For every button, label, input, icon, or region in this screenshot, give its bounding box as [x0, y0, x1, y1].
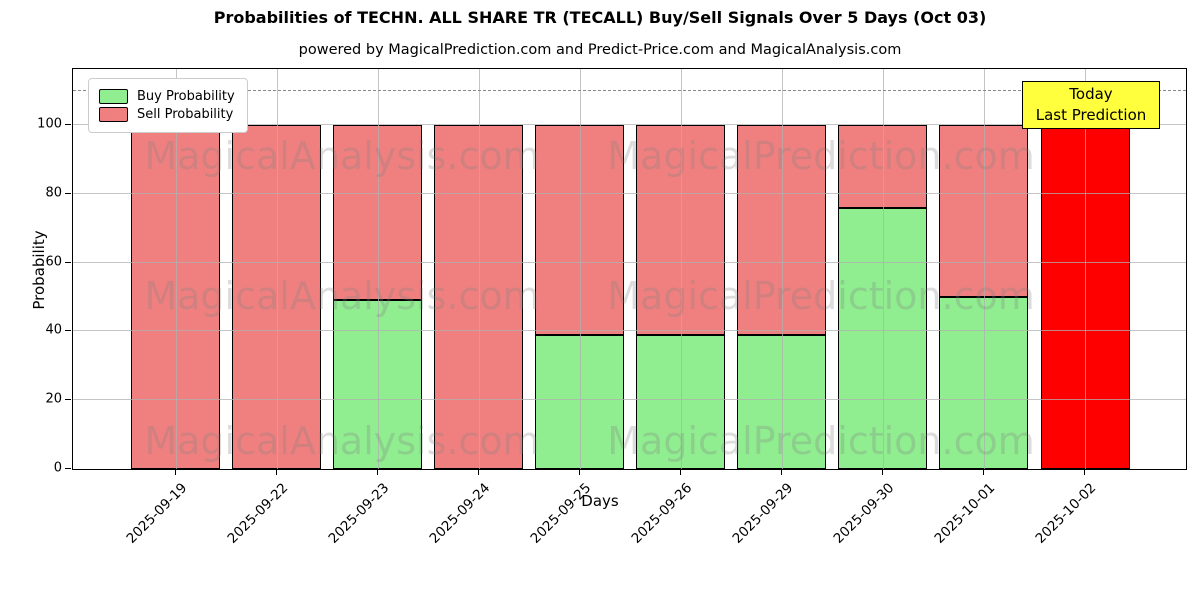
y-tick-label-80: 80: [45, 185, 62, 201]
today-annotation-box: Today Last Prediction: [1022, 81, 1160, 129]
x-tick-mark-2025-09-23: [376, 469, 378, 475]
legend-item-buy: Buy Probability: [99, 89, 235, 104]
today-annotation-line1: Today: [1069, 85, 1113, 103]
h-gridline-80: [73, 192, 1186, 194]
v-gridline-2025-09-19: [175, 69, 177, 469]
plot-area: MagicalAnalysis.com MagicalPrediction.com…: [30, 68, 1187, 470]
x-tick-mark-2025-09-24: [477, 469, 479, 475]
x-tick-label-2025-10-02: 2025-10-02: [1032, 480, 1100, 547]
x-tick-label-2025-09-29: 2025-09-29: [729, 480, 797, 547]
v-gridline-2025-09-23: [377, 69, 379, 469]
x-tick-mark-2025-09-22: [275, 469, 277, 475]
chart-title: Probabilities of TECHN. ALL SHARE TR (TE…: [213, 8, 987, 27]
x-tick-mark-2025-10-02: [1084, 469, 1086, 475]
x-tick-label-2025-09-26: 2025-09-26: [628, 480, 696, 547]
x-tick-mark-2025-09-19: [174, 469, 176, 475]
x-tick-mark-2025-09-26: [679, 469, 681, 475]
x-tick-mark-2025-09-25: [578, 469, 580, 475]
x-tick-mark-2025-09-30: [881, 469, 883, 475]
threshold-dashed-line: [73, 89, 1186, 91]
buy-swatch-icon: [99, 89, 128, 104]
y-axis-label: Probability: [30, 230, 48, 310]
x-tick-mark-2025-09-29: [780, 469, 782, 475]
x-tick-mark-2025-10-01: [982, 469, 984, 475]
v-gridline-2025-09-22: [276, 69, 278, 469]
sell-swatch-icon: [99, 107, 128, 122]
legend-label-buy: Buy Probability: [137, 89, 235, 104]
x-tick-label-2025-09-24: 2025-09-24: [426, 480, 493, 547]
v-gridline-2025-10-02: [1085, 69, 1087, 469]
legend: Buy Probability Sell Probability: [88, 78, 248, 133]
y-tick-label-60: 60: [45, 254, 62, 270]
x-tick-label-2025-09-19: 2025-09-19: [123, 480, 190, 547]
x-tick-label-2025-09-22: 2025-09-22: [224, 480, 291, 547]
chart-subtitle: powered by MagicalPrediction.com and Pre…: [298, 42, 902, 58]
x-tick-label-2025-09-30: 2025-09-30: [830, 480, 898, 547]
legend-item-sell: Sell Probability: [99, 107, 235, 122]
legend-label-sell: Sell Probability: [137, 107, 234, 122]
x-tick-label-2025-10-01: 2025-10-01: [931, 480, 999, 547]
h-gridline-20: [73, 399, 1186, 401]
today-annotation-line2: Last Prediction: [1035, 106, 1147, 124]
v-gridline-2025-09-25: [579, 69, 581, 469]
x-tick-label-2025-09-25: 2025-09-25: [527, 480, 595, 547]
v-gridline-2025-09-26: [680, 69, 682, 469]
x-axis-label: Days: [581, 492, 619, 510]
y-tick-label-20: 20: [45, 391, 62, 407]
y-tick-label-40: 40: [45, 322, 62, 338]
v-gridline-2025-09-24: [478, 69, 480, 469]
y-tick-mark-80: [65, 192, 71, 194]
h-gridline-100: [73, 124, 1186, 126]
y-tick-mark-0: [65, 468, 71, 469]
h-gridline-40: [73, 330, 1186, 332]
y-tick-mark-40: [65, 330, 71, 332]
y-tick-label-100: 100: [37, 116, 62, 132]
y-tick-mark-60: [65, 261, 71, 263]
y-tick-mark-100: [65, 124, 71, 126]
h-gridline-60: [73, 261, 1186, 263]
x-tick-label-2025-09-23: 2025-09-23: [325, 480, 392, 547]
y-tick-mark-20: [65, 399, 71, 401]
y-tick-label-0: 0: [53, 460, 62, 476]
v-gridline-2025-09-29: [781, 69, 783, 469]
v-gridline-2025-10-01: [983, 69, 985, 469]
v-gridline-2025-09-30: [882, 69, 884, 469]
